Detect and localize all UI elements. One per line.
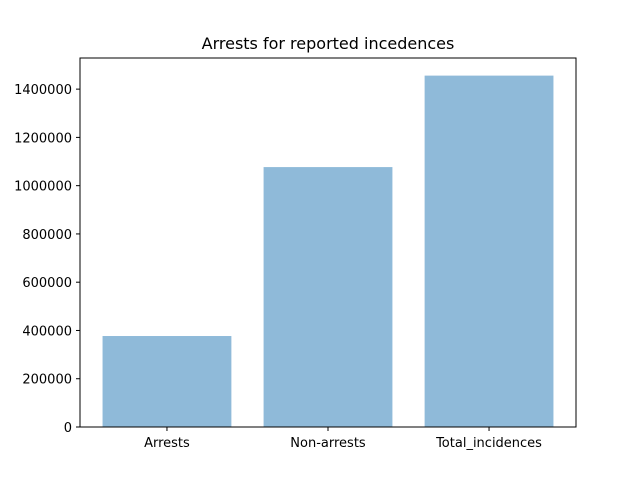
x-tick-label: Total_incidences bbox=[435, 436, 542, 451]
y-tick-label: 1000000 bbox=[14, 180, 72, 195]
bar-total-incidences bbox=[424, 75, 554, 427]
chart-title: Arrests for reported incedences bbox=[202, 34, 455, 53]
plot-frame bbox=[79, 57, 577, 428]
y-tick-label: 200000 bbox=[22, 373, 72, 388]
y-tick-label: 1400000 bbox=[14, 83, 72, 98]
y-tick-label: 800000 bbox=[22, 228, 72, 243]
x-axis: Arrests Non-arrests Total_incidences bbox=[144, 427, 542, 451]
x-tick-label: Arrests bbox=[144, 436, 190, 451]
y-axis: 0 200000 400000 600000 800000 1000000 1200000 1… bbox=[14, 83, 80, 436]
y-tick-label: 600000 bbox=[22, 276, 72, 291]
x-tick-label: Non-arrests bbox=[290, 436, 366, 451]
y-tick-label: 0 bbox=[64, 421, 72, 436]
y-tick-label: 1200000 bbox=[14, 131, 72, 146]
bar-arrests bbox=[102, 336, 232, 427]
bar-non-arrests bbox=[263, 167, 393, 427]
y-tick-label: 400000 bbox=[22, 324, 72, 339]
bars-group bbox=[102, 75, 554, 427]
